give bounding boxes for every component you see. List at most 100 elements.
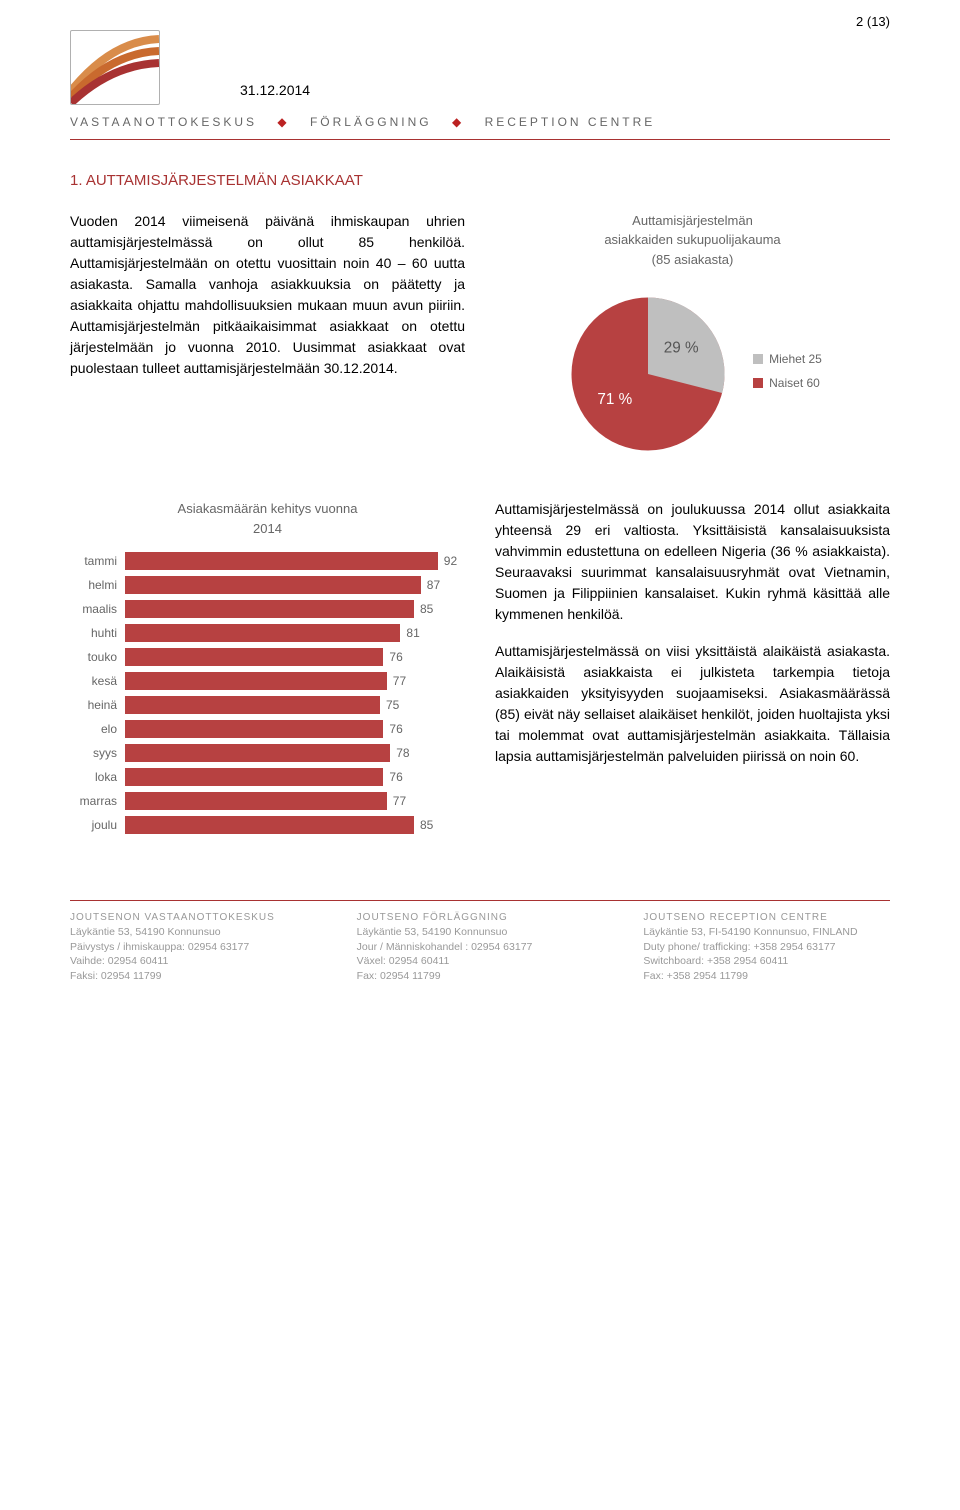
bar-track: 76 <box>125 768 465 786</box>
bar-row: joulu 85 <box>70 816 465 834</box>
org-a: VASTAANOTTOKESKUS <box>70 115 257 129</box>
bar-value: 81 <box>400 624 419 642</box>
footer-line: Läykäntie 53, 54190 Konnunsuo <box>357 925 604 940</box>
bar-fill <box>125 672 387 690</box>
bar-title-l1: Asiakasmäärän kehitys vuonna <box>178 501 358 516</box>
document-date: 31.12.2014 <box>240 80 310 101</box>
bar-row: huhti 81 <box>70 624 465 642</box>
bar-fill <box>125 696 380 714</box>
bar-value: 78 <box>390 744 409 762</box>
bar-fill <box>125 744 390 762</box>
footer-col: JOUTSENO RECEPTION CENTRELäykäntie 53, F… <box>643 911 890 984</box>
bar-row: maalis 85 <box>70 600 465 618</box>
bar-title: Asiakasmäärän kehitys vuonna 2014 <box>70 499 465 538</box>
bar-value: 85 <box>414 600 433 618</box>
bar-block: Asiakasmäärän kehitys vuonna 2014 tammi9… <box>70 499 465 840</box>
header-rule <box>70 139 890 140</box>
bar-track: 85 <box>125 600 465 618</box>
bar-label: elo <box>70 720 125 738</box>
bar-label: maalis <box>70 600 125 618</box>
header-date-wrap: 31.12.2014 <box>180 80 310 105</box>
footer-line: Läykäntie 53, 54190 Konnunsuo <box>70 925 317 940</box>
bar-track: 75 <box>125 696 465 714</box>
separator-dot: ◆ <box>452 115 464 129</box>
bar-value: 75 <box>380 696 399 714</box>
bar-fill <box>125 768 383 786</box>
footer-line: Duty phone/ trafficking: +358 2954 63177 <box>643 940 890 955</box>
footer-line: Jour / Människohandel : 02954 63177 <box>357 940 604 955</box>
pie-legend: Miehet 25 Naiset 60 <box>753 350 822 398</box>
bar-row: heinä 75 <box>70 696 465 714</box>
section2-para1: Auttamisjärjestelmässä on joulukuussa 20… <box>495 499 890 625</box>
footer-line: Läykäntie 53, FI-54190 Konnunsuo, FINLAN… <box>643 925 890 940</box>
row2: Asiakasmäärän kehitys vuonna 2014 tammi9… <box>70 499 890 840</box>
pie-title-l3: (85 asiakasta) <box>652 252 734 267</box>
legend-swatch <box>753 378 763 388</box>
bar-label: huhti <box>70 624 125 642</box>
bar-track: 81 <box>125 624 465 642</box>
bar-value: 76 <box>383 648 402 666</box>
pie-title-l1: Auttamisjärjestelmän <box>632 213 753 228</box>
legend-text: Miehet 25 <box>769 350 822 368</box>
section1-title: 1. AUTTAMISJÄRJESTELMÄN ASIAKKAAT <box>70 170 890 193</box>
bar-track: 87 <box>125 576 465 594</box>
bar-value: 85 <box>414 816 433 834</box>
bar-fill <box>125 816 414 834</box>
bar-label: kesä <box>70 672 125 690</box>
bar-fill <box>125 648 383 666</box>
footer-line: Faksi: 02954 11799 <box>70 969 317 984</box>
bar-track: 77 <box>125 792 465 810</box>
bar-fill <box>125 792 387 810</box>
footer-line: Switchboard: +358 2954 60411 <box>643 954 890 969</box>
bar-fill <box>125 720 383 738</box>
bar-value: 76 <box>383 768 402 786</box>
bar-label: syys <box>70 744 125 762</box>
bar-row: touko 76 <box>70 648 465 666</box>
page-number: 2 (13) <box>856 12 890 32</box>
section1-para: Vuoden 2014 viimeisenä päivänä ihmiskaup… <box>70 211 465 379</box>
pie-wrap: 29 %71 % Miehet 25 Naiset 60 <box>495 289 890 459</box>
bar-fill <box>125 576 421 594</box>
pie-block: Auttamisjärjestelmän asiakkaiden sukupuo… <box>495 211 890 460</box>
header: 31.12.2014 <box>70 30 890 105</box>
logo-icon <box>70 30 160 105</box>
bar-label: marras <box>70 792 125 810</box>
footer-col: JOUTSENO FÖRLÄGGNINGLäykäntie 53, 54190 … <box>357 911 604 984</box>
legend-text: Naiset 60 <box>769 374 820 392</box>
pie-title-l2: asiakkaiden sukupuolijakauma <box>604 232 780 247</box>
row1: Vuoden 2014 viimeisenä päivänä ihmiskaup… <box>70 211 890 460</box>
bar-label: loka <box>70 768 125 786</box>
footer-org-name: JOUTSENON VASTAANOTTOKESKUS <box>70 911 317 925</box>
bar-fill <box>125 600 414 618</box>
bar-row: marras77 <box>70 792 465 810</box>
org-c: RECEPTION CENTRE <box>485 115 656 129</box>
footer-line: Växel: 02954 60411 <box>357 954 604 969</box>
bar-row: loka 76 <box>70 768 465 786</box>
bar-label: joulu <box>70 816 125 834</box>
footer-org-name: JOUTSENO RECEPTION CENTRE <box>643 911 890 925</box>
org-b: FÖRLÄGGNING <box>310 115 432 129</box>
bar-label: helmi <box>70 576 125 594</box>
bar-value: 76 <box>383 720 402 738</box>
bar-chart: tammi92helmi87maalis85huhti81touko76kesä… <box>70 552 465 834</box>
bar-fill <box>125 624 400 642</box>
footer: JOUTSENON VASTAANOTTOKESKUSLäykäntie 53,… <box>70 900 890 984</box>
section1-text: Vuoden 2014 viimeisenä päivänä ihmiskaup… <box>70 211 465 460</box>
bar-row: helmi87 <box>70 576 465 594</box>
bar-track: 92 <box>125 552 465 570</box>
pie-title: Auttamisjärjestelmän asiakkaiden sukupuo… <box>495 211 890 270</box>
footer-org-name: JOUTSENO FÖRLÄGGNING <box>357 911 604 925</box>
svg-text:71 %: 71 % <box>597 391 632 408</box>
page: 2 (13) 31.12.2014 VASTAANOTTOKESKUS ◆ FÖ… <box>0 0 960 1004</box>
bar-track: 78 <box>125 744 465 762</box>
pie-legend-item: Naiset 60 <box>753 374 822 392</box>
pie-chart: 29 %71 % <box>563 289 733 459</box>
bar-label: heinä <box>70 696 125 714</box>
footer-col: JOUTSENON VASTAANOTTOKESKUSLäykäntie 53,… <box>70 911 317 984</box>
bar-label: tammi <box>70 552 125 570</box>
bar-value: 77 <box>387 672 406 690</box>
bar-track: 76 <box>125 720 465 738</box>
bar-label: touko <box>70 648 125 666</box>
bar-track: 85 <box>125 816 465 834</box>
footer-line: Vaihde: 02954 60411 <box>70 954 317 969</box>
